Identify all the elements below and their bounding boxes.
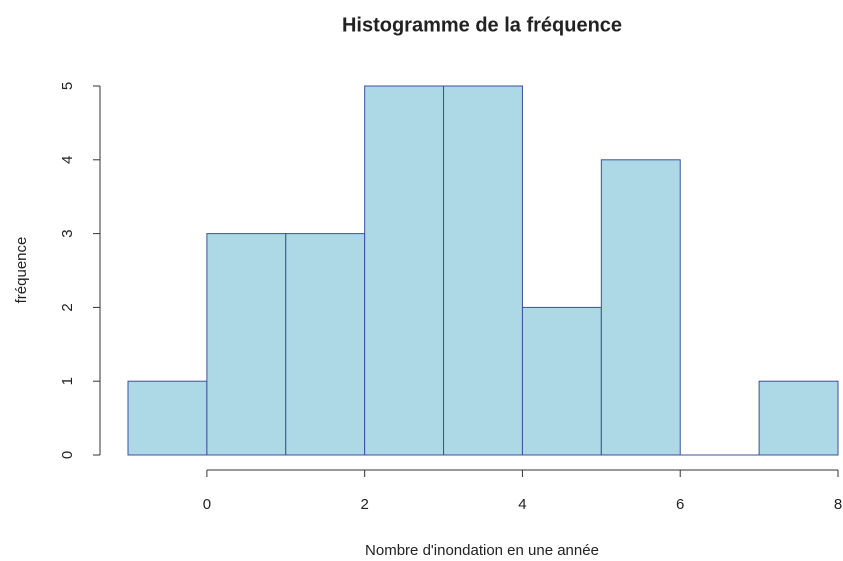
x-axis-label: Nombre d'inondation en une année [365,542,599,559]
bar [521,306,602,456]
y-tick-label: 2 [59,303,76,311]
bar [364,85,445,456]
y-tick-label: 0 [59,451,76,459]
bar [285,233,366,456]
bar [600,159,681,456]
bar [127,380,208,456]
x-tick-label: 0 [203,496,211,513]
y-axis-label: fréquence [13,237,30,304]
x-tick-label: 2 [360,496,368,513]
bar [206,233,287,456]
chart-title: Histogramme de la fréquence [342,14,622,36]
y-tick-label: 4 [59,156,76,164]
x-tick-label: 6 [676,496,684,513]
y-tick-label: 5 [59,82,76,90]
y-tick-label: 1 [59,377,76,385]
bar [443,85,523,456]
x-tick-label: 4 [518,496,526,513]
x-tick-label: 8 [834,496,842,513]
bar [758,380,839,456]
y-tick-label: 3 [59,229,76,237]
